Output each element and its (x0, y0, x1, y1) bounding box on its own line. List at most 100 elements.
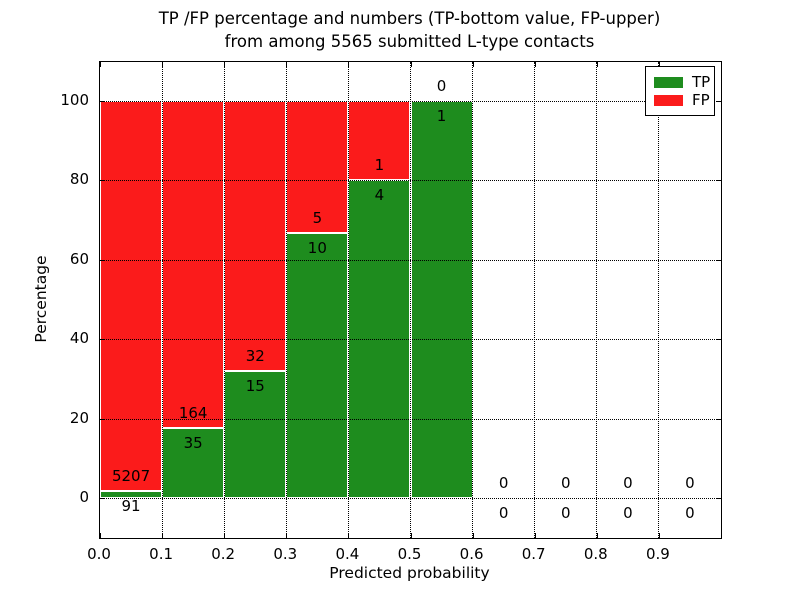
fp-count-label: 0 (623, 474, 633, 492)
fp-count-label: 0 (436, 77, 447, 95)
v-gridline (410, 62, 411, 538)
v-gridline (285, 62, 287, 538)
y-tick-label: 20 (69, 408, 89, 427)
fp-count-label: 5 (312, 209, 323, 228)
fp-legend-swatch-icon (654, 94, 683, 106)
legend: TP FP (645, 66, 715, 116)
v-gridline (223, 62, 225, 538)
fp-count-label: 0 (685, 474, 695, 492)
plot-area: 5207 91 164 35 32 15 5 10 1 4 0 1 0 0 0 0 0 0 0 0 (99, 61, 722, 539)
tp-count-label: 0 (685, 504, 695, 522)
x-tick-mark (162, 533, 164, 538)
y-tick-mark-right (716, 101, 721, 102)
tp-legend-swatch-icon (654, 76, 683, 88)
x-tick-mark-top (658, 62, 660, 67)
tp-count-label: 91 (121, 497, 141, 516)
tp-bar-segment (162, 428, 225, 498)
x-tick-label: 0.0 (87, 545, 111, 563)
x-tick-mark-top (224, 62, 226, 67)
tp-count-label: 15 (245, 377, 265, 396)
x-tick-label: 0.8 (583, 545, 608, 563)
x-tick-label: 0.7 (521, 545, 546, 563)
x-axis-label: Predicted probability (329, 564, 490, 582)
y-tick-mark (100, 259, 105, 261)
tp-bar-segment (100, 491, 163, 498)
y-tick-label: 0 (79, 488, 89, 506)
fp-count-label: 5207 (111, 467, 151, 486)
x-tick-mark (100, 533, 101, 538)
x-tick-mark-top (596, 62, 598, 67)
v-gridline (658, 62, 660, 538)
x-tick-mark-top (162, 62, 164, 67)
fp-bar-segment (348, 101, 411, 181)
tp-bar-segment (410, 101, 473, 498)
y-tick-mark-right (716, 418, 721, 420)
legend-label: TP (692, 73, 711, 91)
fp-count-label: 0 (560, 474, 571, 492)
chart-title: TP /FP percentage and numbers (TP-bottom… (99, 7, 720, 53)
legend-row-fp: FP (654, 92, 714, 108)
fp-bar-segment (100, 101, 163, 492)
x-tick-mark (348, 533, 350, 538)
y-tick-mark (100, 101, 105, 102)
x-tick-mark-top (472, 62, 474, 67)
tp-count-label: 35 (183, 434, 203, 453)
tp-count-label: 0 (623, 504, 633, 522)
v-gridline (161, 62, 163, 538)
x-tick-label: 0.9 (645, 545, 670, 563)
x-tick-label: 0.1 (149, 545, 174, 563)
fp-bar-segment (162, 101, 225, 429)
x-tick-mark (472, 533, 474, 538)
tp-count-label: 10 (307, 239, 327, 258)
fp-count-label: 0 (498, 474, 509, 492)
x-tick-label: 0.4 (335, 545, 360, 563)
y-tick-label: 60 (69, 249, 89, 268)
x-tick-label: 0.5 (397, 545, 422, 563)
x-tick-label: 0.2 (211, 545, 236, 563)
y-tick-mark (100, 180, 105, 182)
tp-count-label: 4 (374, 186, 385, 205)
tp-count-label: 0 (498, 504, 509, 522)
fp-count-label: 164 (178, 404, 208, 423)
y-tick-mark (100, 498, 105, 499)
y-tick-mark (100, 339, 105, 341)
legend-row-tp: TP (654, 74, 714, 90)
v-gridline (347, 62, 349, 538)
x-tick-mark (286, 533, 288, 538)
v-gridline (472, 62, 474, 538)
v-gridline (596, 62, 598, 538)
y-tick-mark-right (716, 339, 721, 341)
x-tick-mark-top (286, 62, 288, 67)
y-axis-label: Percentage (32, 255, 50, 343)
x-tick-label: 0.6 (459, 545, 484, 563)
chart-title-line1: TP /FP percentage and numbers (TP-bottom… (158, 9, 661, 28)
y-tick-mark-right (716, 498, 721, 499)
x-tick-mark (658, 533, 660, 538)
x-tick-mark (596, 533, 598, 538)
y-tick-label: 100 (60, 91, 89, 109)
x-tick-mark-top (100, 62, 101, 67)
chart-title-line2: from among 5565 submitted L-type contact… (224, 32, 595, 51)
x-tick-label: 0.3 (273, 545, 298, 563)
y-tick-label: 80 (69, 170, 89, 189)
tp-bar-segment (224, 371, 287, 498)
y-tick-mark-right (716, 180, 721, 182)
fp-count-label: 1 (374, 156, 385, 175)
tp-count-label: 1 (436, 107, 447, 125)
legend-label: FP (692, 91, 710, 109)
x-tick-mark (224, 533, 226, 538)
x-tick-mark (534, 533, 536, 538)
x-tick-mark-top (534, 62, 536, 67)
y-tick-label: 40 (69, 329, 89, 348)
y-tick-mark-right (716, 259, 721, 261)
tp-count-label: 0 (560, 504, 571, 522)
fp-count-label: 32 (245, 347, 265, 366)
fp-bar-segment (224, 101, 287, 372)
tp-bar-segment (286, 233, 349, 498)
x-tick-mark (410, 533, 412, 538)
y-tick-mark (100, 418, 105, 420)
v-gridline (534, 62, 536, 538)
x-tick-mark-top (348, 62, 350, 67)
x-tick-mark-top (410, 62, 412, 67)
